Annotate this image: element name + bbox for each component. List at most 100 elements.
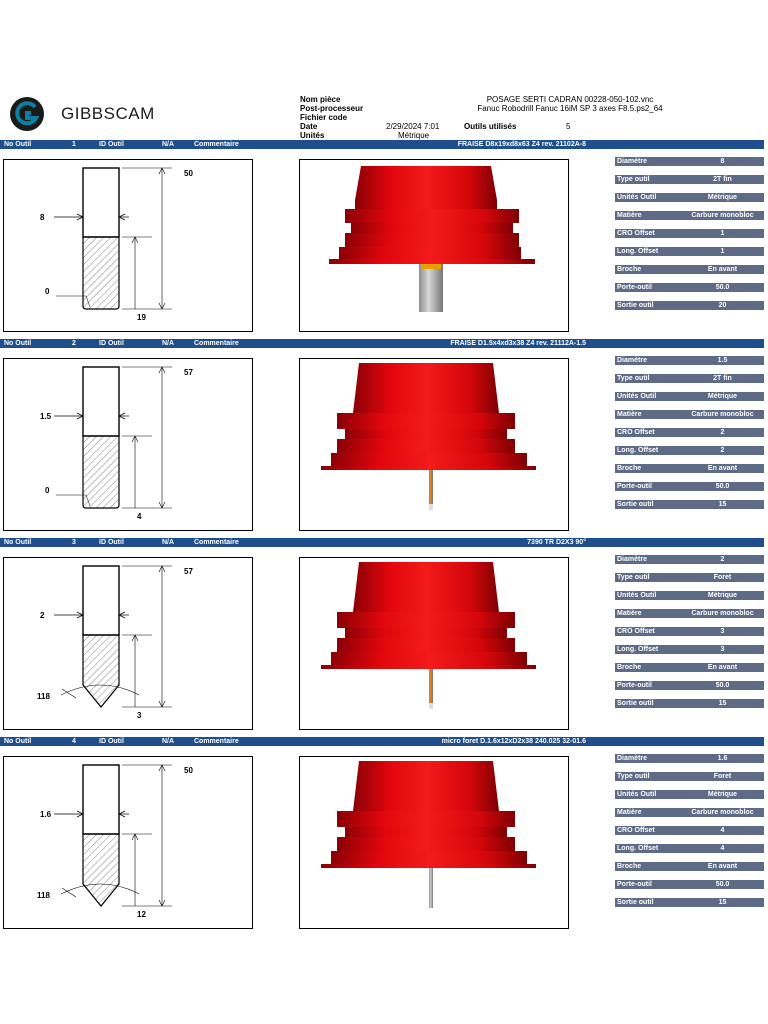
param-label: Broche	[617, 266, 642, 273]
label-units: Unités	[300, 131, 325, 140]
param-value: 4	[720, 827, 725, 834]
param-value: 3	[720, 646, 725, 653]
param-label: Unités Outil	[617, 393, 657, 400]
param-label: Matière	[617, 212, 642, 219]
param-value: 8	[720, 158, 725, 165]
param-row: Porte-outil 50.0	[615, 681, 764, 690]
param-label: Diamètre	[617, 158, 647, 165]
tool-3d-render	[299, 358, 569, 531]
tool-no-value: 3	[72, 539, 76, 546]
param-label: Porte-outil	[617, 881, 652, 888]
gibbscam-logo-icon	[10, 97, 44, 131]
tool-comment-label: Commentaire	[194, 141, 239, 148]
param-row: Broche En avant	[615, 265, 764, 274]
tool-no-value: 4	[72, 738, 76, 745]
tool-header-bar: No Outil 4 ID Outil N/A Commentaire micro for…	[0, 737, 764, 746]
tool-header-bar: No Outil 1 ID Outil N/A Commentaire FRAISE D8…	[0, 140, 764, 149]
tool-id-na: N/A	[162, 738, 175, 745]
diameter-label: 1.5	[40, 412, 52, 421]
tool-id-na: N/A	[162, 340, 175, 347]
param-row: Broche En avant	[615, 663, 764, 672]
param-value: 20	[718, 302, 727, 309]
label-date: Date	[300, 122, 318, 131]
param-label: Unités Outil	[617, 194, 657, 201]
label-code-file: Fichier code	[300, 113, 348, 122]
param-row: Porte-outil 50.0	[615, 880, 764, 889]
param-label: Sortie outil	[617, 899, 654, 906]
param-value: 1	[720, 248, 725, 255]
tool-comment-value: FRAISE D8x19xd8x63 Z4 rev. 21102A-8	[457, 141, 586, 148]
tool-comment-value: FRAISE D1.5x4xd3x38 Z4 rev. 21112A-1.5	[450, 340, 586, 347]
radius-label: 0	[45, 486, 50, 495]
post-processor-value: Fanuc Robodrill Fanuc 16iM SP 3 axes F8.…	[477, 104, 663, 113]
tools-used-value: 5	[566, 122, 571, 131]
tool-drawing: 57 4 1.5 0	[3, 358, 253, 531]
param-value: Métrique	[707, 194, 738, 201]
param-row: Broche En avant	[615, 862, 764, 871]
param-label: CRO Offset	[617, 628, 655, 635]
diameter-label: 1.6	[40, 810, 52, 819]
param-row: Diamètre 8	[615, 157, 764, 166]
length-label: 57	[184, 368, 193, 377]
param-label: Long. Offset	[617, 646, 659, 653]
param-label: Matière	[617, 610, 642, 617]
param-value: 1	[720, 230, 725, 237]
flute-label: 3	[137, 711, 142, 720]
param-value: Métrique	[707, 393, 738, 400]
param-label: Type outil	[617, 375, 650, 382]
param-row: Type outil Foret	[615, 573, 764, 582]
tool-shank	[419, 264, 443, 312]
param-row: Matière Carbure monobloc	[615, 410, 764, 419]
tool-holder	[321, 363, 536, 470]
tool-shank	[429, 669, 433, 709]
tool-drawing: 50 19 8 0	[3, 159, 253, 332]
tool-comment-label: Commentaire	[194, 539, 239, 546]
param-value: Carbure monobloc	[691, 411, 754, 418]
param-row: Porte-outil 50.0	[615, 482, 764, 491]
tool-drawing: 118 57 3 2	[3, 557, 253, 730]
label-part-name: Nom pièce	[300, 95, 341, 104]
param-row: Unités Outil Métrique	[615, 790, 764, 799]
angle-label: 118	[37, 692, 50, 701]
param-row: Matière Carbure monobloc	[615, 211, 764, 220]
tool-no-label: No Outil	[4, 141, 32, 148]
param-value: 2	[720, 556, 725, 563]
param-label: Sortie outil	[617, 700, 654, 707]
param-label: Matière	[617, 809, 642, 816]
param-row: CRO Offset 1	[615, 229, 764, 238]
param-label: Matière	[617, 411, 642, 418]
param-row: Sortie outil 20	[615, 301, 764, 310]
param-label: Broche	[617, 465, 642, 472]
param-row: Long. Offset 3	[615, 645, 764, 654]
param-label: CRO Offset	[617, 429, 655, 436]
tool-holder	[321, 562, 536, 669]
param-value: 3	[720, 628, 725, 635]
param-value: Carbure monobloc	[691, 809, 754, 816]
tool-shank-outline	[82, 366, 120, 437]
tool-header-bar: No Outil 2 ID Outil N/A Commentaire FRAISE D1…	[0, 339, 764, 348]
tool-no-label: No Outil	[4, 539, 32, 546]
length-label: 50	[184, 766, 193, 775]
angle-arc	[60, 883, 140, 895]
param-row: Unités Outil Métrique	[615, 591, 764, 600]
param-label: Long. Offset	[617, 248, 659, 255]
flute-label: 19	[137, 313, 146, 322]
param-value: 50.0	[715, 682, 730, 689]
param-row: Porte-outil 50.0	[615, 283, 764, 292]
param-label: Porte-outil	[617, 682, 652, 689]
tool-no-value: 2	[72, 340, 76, 347]
gibbscam-logo: GIBBSCAM	[9, 96, 154, 132]
tool-holder	[329, 166, 535, 264]
param-value: Foret	[713, 773, 732, 780]
tool-shank-outline	[82, 167, 120, 238]
param-value: En avant	[707, 266, 738, 273]
tool-id-na: N/A	[162, 539, 175, 546]
param-value: 15	[718, 700, 727, 707]
tool-shank	[429, 470, 433, 510]
tool-holder	[321, 761, 536, 868]
tool-header-bar: No Outil 3 ID Outil N/A Commentaire 7390 TR D…	[0, 538, 764, 547]
param-label: Diamètre	[617, 556, 647, 563]
param-value: En avant	[707, 465, 738, 472]
param-label: Porte-outil	[617, 284, 652, 291]
flute-label: 12	[137, 910, 146, 919]
